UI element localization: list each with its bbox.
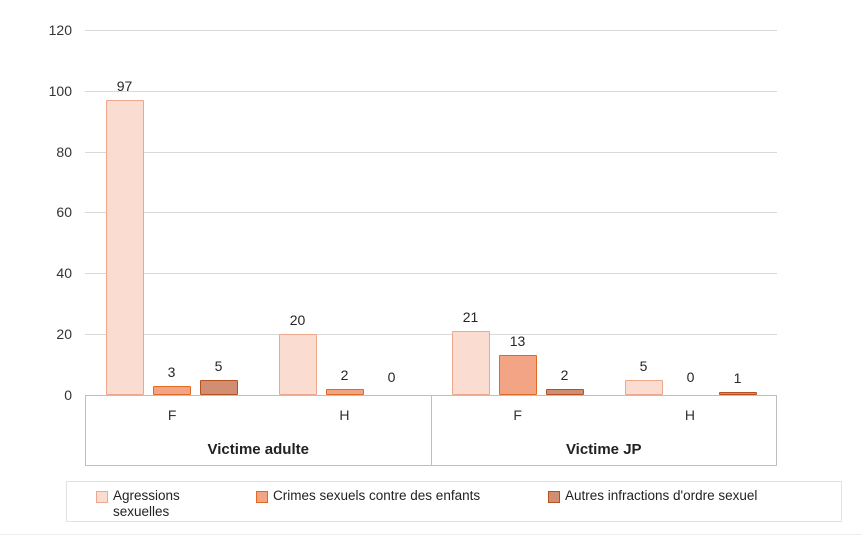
- legend-item: Crimes sexuels contre des enfants: [256, 488, 480, 504]
- gridline: [85, 90, 777, 92]
- legend-item: Autres infractions d'ordre sexuel: [548, 488, 757, 504]
- page-divider: [0, 534, 862, 535]
- bar-slot: 0: [672, 30, 710, 395]
- y-tick-label: 60: [56, 204, 72, 220]
- bar-value-label: 1: [733, 370, 742, 386]
- bar-slot: 5: [624, 30, 663, 395]
- bar: [718, 392, 757, 395]
- subcategory-label: F: [513, 407, 522, 424]
- bar-value-label: 20: [289, 312, 306, 328]
- bar-cluster: 21 13 2: [431, 30, 604, 395]
- bar-value-label: 3: [167, 364, 176, 380]
- bar-value-label: 13: [509, 333, 526, 349]
- bar-value-label: 5: [214, 358, 223, 374]
- y-tick-label: 100: [48, 83, 72, 99]
- group-label: Victime adulte: [207, 441, 309, 459]
- y-tick-label: 0: [64, 387, 72, 403]
- gridline: [85, 211, 777, 213]
- subcategory-label: H: [339, 407, 350, 424]
- category-axis: F H Victime adulte F H Victime JP: [85, 395, 777, 466]
- bar: [325, 389, 364, 395]
- bar-value-label: 2: [560, 367, 569, 383]
- bar: [152, 386, 191, 395]
- group-label: Victime JP: [565, 441, 642, 459]
- legend-swatch-icon: [96, 491, 108, 503]
- bar-slot: 1: [718, 30, 757, 395]
- gridline: [85, 29, 777, 31]
- bar-slot: 0: [373, 30, 411, 395]
- bar-cluster: 5 0 1: [604, 30, 777, 395]
- legend: Agressions sexuelles Crimes sexuels contr…: [66, 481, 842, 522]
- gridline: [85, 151, 777, 153]
- bar-slot: 97: [105, 30, 144, 395]
- bar-slot: 5: [199, 30, 238, 395]
- bar-slot: 21: [451, 30, 490, 395]
- legend-swatch-icon: [548, 491, 560, 503]
- bar-slot: 20: [278, 30, 317, 395]
- gridline: [85, 333, 777, 335]
- bar: [498, 355, 537, 395]
- legend-label: Agressions sexuelles: [113, 488, 180, 519]
- gridline: [85, 272, 777, 274]
- bar: [624, 380, 663, 395]
- bar: [199, 380, 238, 395]
- legend-swatch-icon: [256, 491, 268, 503]
- legend-label: Crimes sexuels contre des enfants: [273, 488, 481, 503]
- bar-value-label: 0: [686, 369, 695, 385]
- subcategory-label: F: [167, 407, 177, 424]
- y-tick-label: 20: [56, 326, 72, 342]
- subcategory-label: H: [684, 407, 695, 424]
- bar-cluster: 20 2 0: [258, 30, 431, 395]
- bar: [105, 100, 144, 395]
- y-tick-label: 40: [56, 265, 72, 281]
- bar-slot: 2: [325, 30, 364, 395]
- y-tick-label: 80: [56, 144, 72, 160]
- bar: [545, 389, 584, 395]
- plot-area: 97 3 5 20 2 0 21 13 2 5 0 1: [85, 30, 777, 395]
- bar-slot: 2: [545, 30, 584, 395]
- legend-label: Autres infractions d'ordre sexuel: [565, 488, 758, 503]
- y-tick-label: 120: [48, 22, 72, 38]
- legend-item: Agressions sexuelles: [96, 488, 197, 520]
- bar-slot: 13: [498, 30, 537, 395]
- bar-value-label: 0: [387, 369, 396, 385]
- category-group: F H Victime adulte: [86, 396, 431, 465]
- bar-value-label: 21: [462, 309, 479, 325]
- bar-value-label: 5: [639, 358, 648, 374]
- bar-value-label: 2: [340, 367, 349, 383]
- bar-slot: 3: [152, 30, 191, 395]
- bar-cluster: 97 3 5: [85, 30, 258, 395]
- bar-value-label: 97: [116, 78, 133, 94]
- category-group: F H Victime JP: [430, 396, 777, 465]
- bar: [278, 334, 317, 395]
- bar: [451, 331, 490, 395]
